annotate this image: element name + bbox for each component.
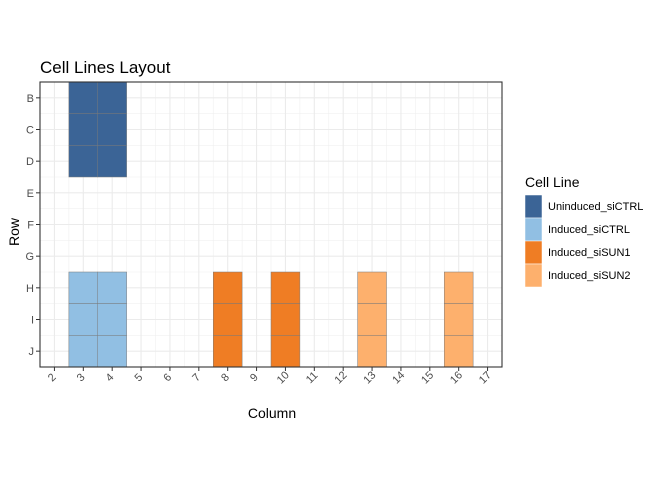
x-tick-label: 2	[46, 371, 59, 384]
x-tick-label: 11	[304, 370, 321, 387]
x-tick-label: 4	[104, 371, 117, 384]
tile-C4	[97, 113, 127, 146]
tile-H16	[444, 271, 474, 304]
tile-I8	[213, 303, 243, 336]
legend-label: Induced_siCTRL	[548, 224, 630, 236]
x-tick-label: 5	[133, 371, 146, 384]
legend-label: Induced_siSUN2	[548, 270, 631, 282]
legend-key	[524, 263, 543, 288]
legend-key	[524, 217, 543, 242]
tile-D3	[68, 145, 98, 178]
x-tick-label: 16	[448, 369, 465, 386]
x-tick-label: 8	[219, 371, 232, 384]
y-tick-label: B	[27, 93, 34, 105]
tile-H3	[68, 271, 98, 304]
x-tick-label: 3	[75, 371, 88, 384]
tile-B3	[68, 81, 98, 114]
y-tick-label: G	[25, 251, 34, 263]
tile-J3	[68, 335, 98, 368]
tile-J10	[270, 335, 301, 368]
y-tick-label: F	[27, 220, 34, 232]
tile-J8	[213, 335, 243, 368]
x-tick-label: 10	[275, 369, 292, 386]
x-tick-label: 17	[477, 369, 494, 386]
plot-panel: 2 3 4 5 6 7 8 9 10 11 12 13 14 15 16 17 B C D E F G H I J	[25, 81, 503, 387]
tile-I4	[97, 303, 127, 336]
tile-H8	[213, 271, 243, 304]
x-tick-label: 13	[361, 369, 378, 386]
tile-H10	[270, 271, 301, 304]
x-tick-label: 15	[419, 369, 436, 386]
y-tick-label: D	[26, 156, 34, 168]
tile-I10	[270, 303, 301, 336]
x-tick-label: 12	[332, 369, 349, 386]
tile-H4	[97, 271, 127, 304]
x-axis-title: Column	[248, 405, 296, 421]
tile-J16	[444, 335, 474, 368]
y-tick-label: I	[31, 315, 34, 327]
legend-key	[524, 240, 543, 265]
y-tick-label: C	[26, 125, 34, 137]
legend-key	[524, 194, 543, 219]
tile-C3	[68, 113, 98, 146]
tile-J4	[97, 335, 127, 368]
tile-I16	[444, 303, 474, 336]
y-axis-title: Row	[6, 217, 22, 246]
x-tick-label: 7	[190, 371, 203, 384]
x-tick-label: 14	[390, 369, 407, 386]
legend-label: Uninduced_siCTRL	[548, 201, 643, 213]
tile-B4	[97, 81, 127, 114]
tile-D4	[97, 145, 127, 178]
legend-title: Cell Line	[525, 174, 580, 190]
tile-I13	[357, 303, 387, 336]
chart-title: Cell Lines Layout	[40, 58, 171, 77]
tile-H13	[357, 271, 387, 304]
tile-J13	[357, 335, 387, 368]
legend-label: Induced_siSUN1	[548, 247, 631, 259]
y-tick-label: J	[29, 346, 35, 358]
y-tick-label: E	[27, 188, 34, 200]
tile-I3	[68, 303, 98, 336]
x-tick-label: 9	[248, 371, 261, 384]
x-tick-label: 6	[161, 371, 174, 384]
legend: Cell Line Uninduced_siCTRL Induced_siCTRL…	[524, 174, 643, 288]
y-tick-label: H	[26, 283, 34, 295]
